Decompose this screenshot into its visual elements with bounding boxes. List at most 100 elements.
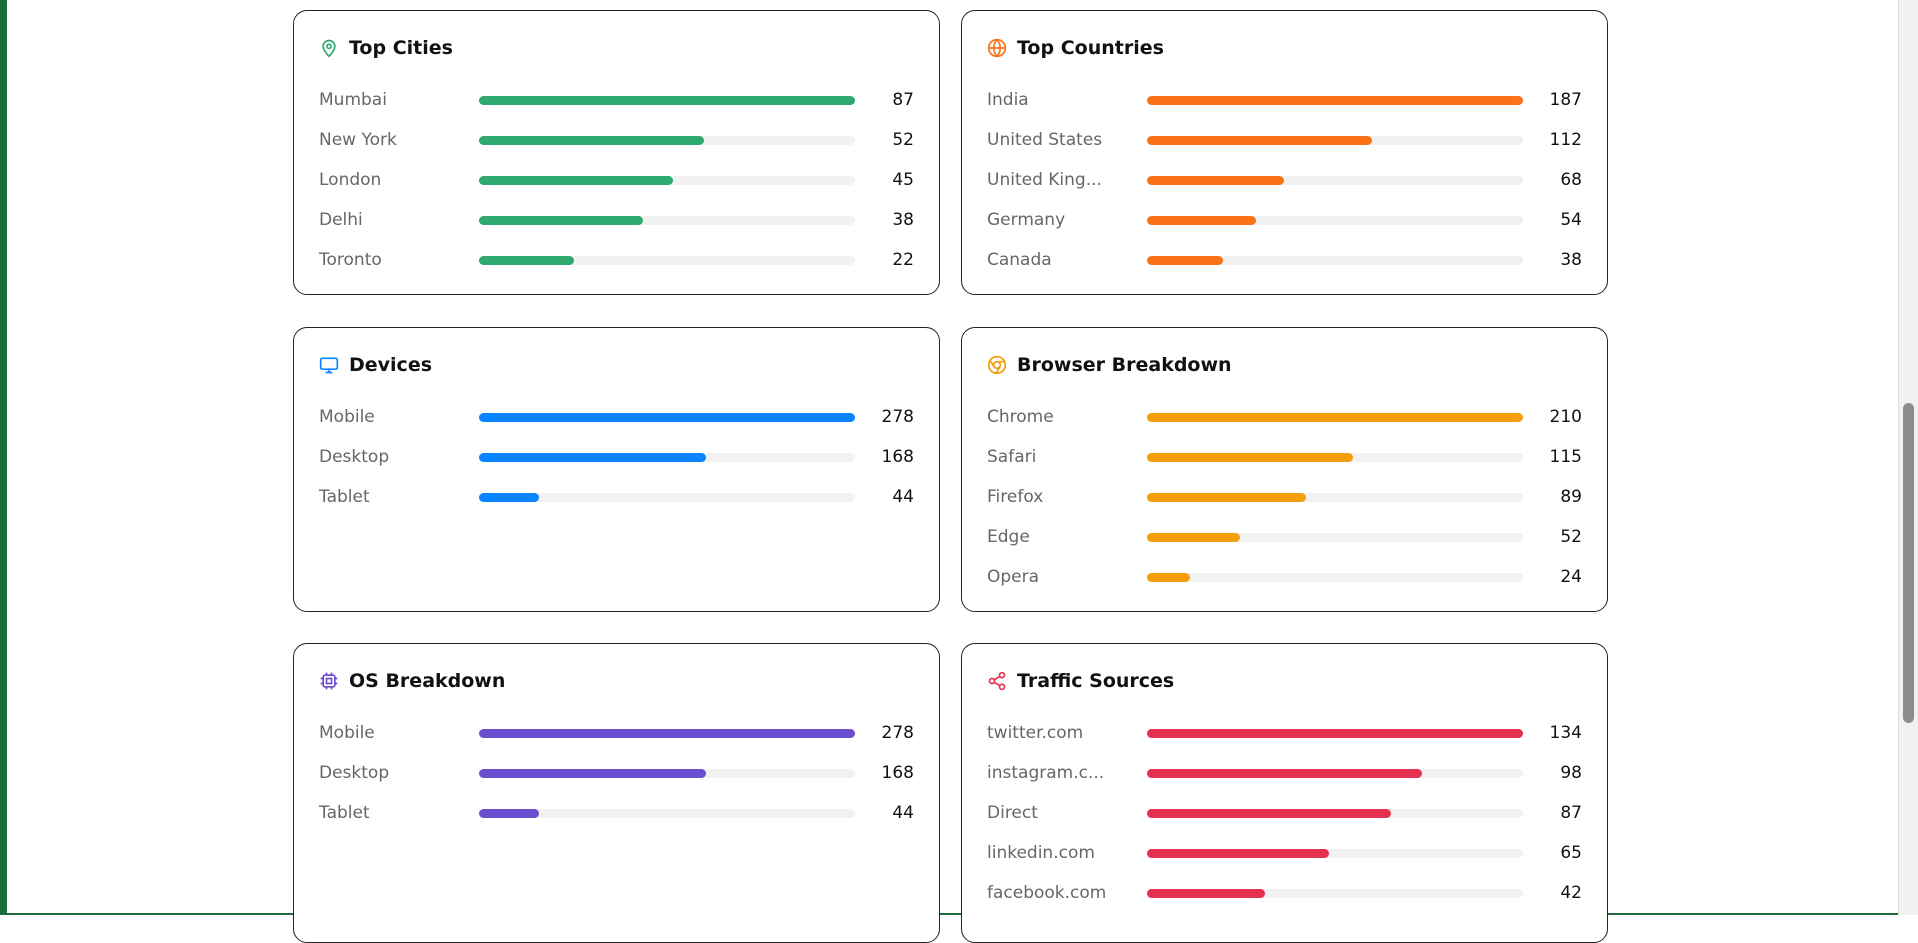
row-value: 168 <box>881 763 914 783</box>
card-title: Traffic Sources <box>1017 670 1175 692</box>
row-value: 24 <box>1560 567 1582 587</box>
bar-row: Mobile 278 <box>319 405 914 429</box>
bar-row: instagram.c... 98 <box>987 761 1582 785</box>
card: Devices Mobile 278 Desktop 168 Tablet 44 <box>293 327 940 612</box>
bar <box>479 136 704 145</box>
row-value: 45 <box>892 170 914 190</box>
row-value: 44 <box>892 803 914 823</box>
icon <box>987 355 1007 375</box>
card: OS Breakdown Mobile 278 Desktop 168 Tablet 44 <box>293 643 940 943</box>
bar-row: Germany 54 <box>987 208 1582 232</box>
row-value: 115 <box>1549 447 1582 467</box>
bar-track <box>1147 533 1523 542</box>
bar-track <box>1147 889 1523 898</box>
bar-row: Edge 52 <box>987 525 1582 549</box>
bar-track <box>1147 176 1523 185</box>
row-value: 52 <box>892 130 914 150</box>
row-label: Toronto <box>319 250 382 270</box>
row-label: instagram.c... <box>987 763 1105 783</box>
window-frame <box>0 0 1918 915</box>
icon <box>987 38 1007 58</box>
bar-track <box>479 413 855 422</box>
card-title: Browser Breakdown <box>1017 354 1232 376</box>
bar-track <box>1147 729 1523 738</box>
card-header: Top Countries <box>987 37 1164 59</box>
bar <box>1147 533 1241 542</box>
bar-row: twitter.com 134 <box>987 721 1582 745</box>
row-value: 98 <box>1560 763 1582 783</box>
bar <box>479 216 644 225</box>
row-value: 168 <box>881 447 914 467</box>
row-value: 87 <box>892 90 914 110</box>
bar <box>1147 453 1353 462</box>
bar-track <box>1147 493 1523 502</box>
row-value: 112 <box>1549 130 1582 150</box>
row-label: New York <box>319 130 397 150</box>
bar-row: facebook.com 42 <box>987 881 1582 905</box>
bar-track <box>479 493 855 502</box>
row-label: facebook.com <box>987 883 1107 903</box>
bar <box>479 493 539 502</box>
card-title: Devices <box>349 354 433 376</box>
row-value: 187 <box>1549 90 1582 110</box>
bar-track <box>1147 136 1523 145</box>
row-label: Tablet <box>319 487 370 507</box>
bar-row: Canada 38 <box>987 248 1582 272</box>
scroll-thumb[interactable] <box>1903 403 1914 723</box>
row-label: United King... <box>987 170 1102 190</box>
row-label: Delhi <box>319 210 363 230</box>
bar-row: Chrome 210 <box>987 405 1582 429</box>
bar-row: Mumbai 87 <box>319 88 914 112</box>
bar <box>1147 96 1523 105</box>
bar <box>479 413 855 422</box>
card-title: OS Breakdown <box>349 670 506 692</box>
row-label: Germany <box>987 210 1066 230</box>
bar <box>1147 216 1256 225</box>
bar-track <box>1147 453 1523 462</box>
icon <box>988 671 1006 691</box>
bar <box>1147 729 1523 738</box>
bar-row: Desktop 168 <box>319 445 914 469</box>
scrollbar[interactable] <box>1898 0 1918 915</box>
card: Top Countries India 187 United States 112 Un… <box>961 10 1608 295</box>
icon <box>319 357 339 374</box>
card: Traffic Sources twitter.com 134 instagram.… <box>961 643 1608 943</box>
row-label: Mobile <box>319 407 375 427</box>
bar-track <box>1147 573 1523 582</box>
bar-row: United States 112 <box>987 128 1582 152</box>
bar-row: Desktop 168 <box>319 761 914 785</box>
bar-row: Delhi 38 <box>319 208 914 232</box>
bar-track <box>1147 413 1523 422</box>
bar <box>479 176 674 185</box>
bar-track <box>479 176 855 185</box>
row-label: Mumbai <box>319 90 387 110</box>
bar-row: Safari 115 <box>987 445 1582 469</box>
row-label: India <box>987 90 1029 110</box>
bar <box>1147 889 1265 898</box>
bar-track <box>479 453 855 462</box>
bar <box>479 96 855 105</box>
row-value: 22 <box>892 250 914 270</box>
bar-track <box>479 256 855 265</box>
card: Browser Breakdown Chrome 210 Safari 115 Fire… <box>961 327 1608 612</box>
bar <box>1147 493 1307 502</box>
card-header: Browser Breakdown <box>987 354 1232 376</box>
card-title: Top Countries <box>1017 37 1164 59</box>
bar-row: Tablet 44 <box>319 801 914 825</box>
bar-track <box>1147 96 1523 105</box>
row-value: 134 <box>1549 723 1582 743</box>
bar <box>479 729 855 738</box>
card: Top Cities Mumbai 87 New York 52 London 45 Del… <box>293 10 940 295</box>
bar <box>1147 176 1284 185</box>
row-value: 65 <box>1560 843 1582 863</box>
bar <box>479 453 707 462</box>
row-label: Desktop <box>319 763 390 783</box>
bar-row: Firefox 89 <box>987 485 1582 509</box>
bar-row: Opera 24 <box>987 565 1582 589</box>
row-label: Canada <box>987 250 1052 270</box>
row-value: 54 <box>1560 210 1582 230</box>
row-value: 278 <box>881 407 914 427</box>
row-label: Tablet <box>319 803 370 823</box>
icon <box>322 39 336 58</box>
row-label: Opera <box>987 567 1040 587</box>
